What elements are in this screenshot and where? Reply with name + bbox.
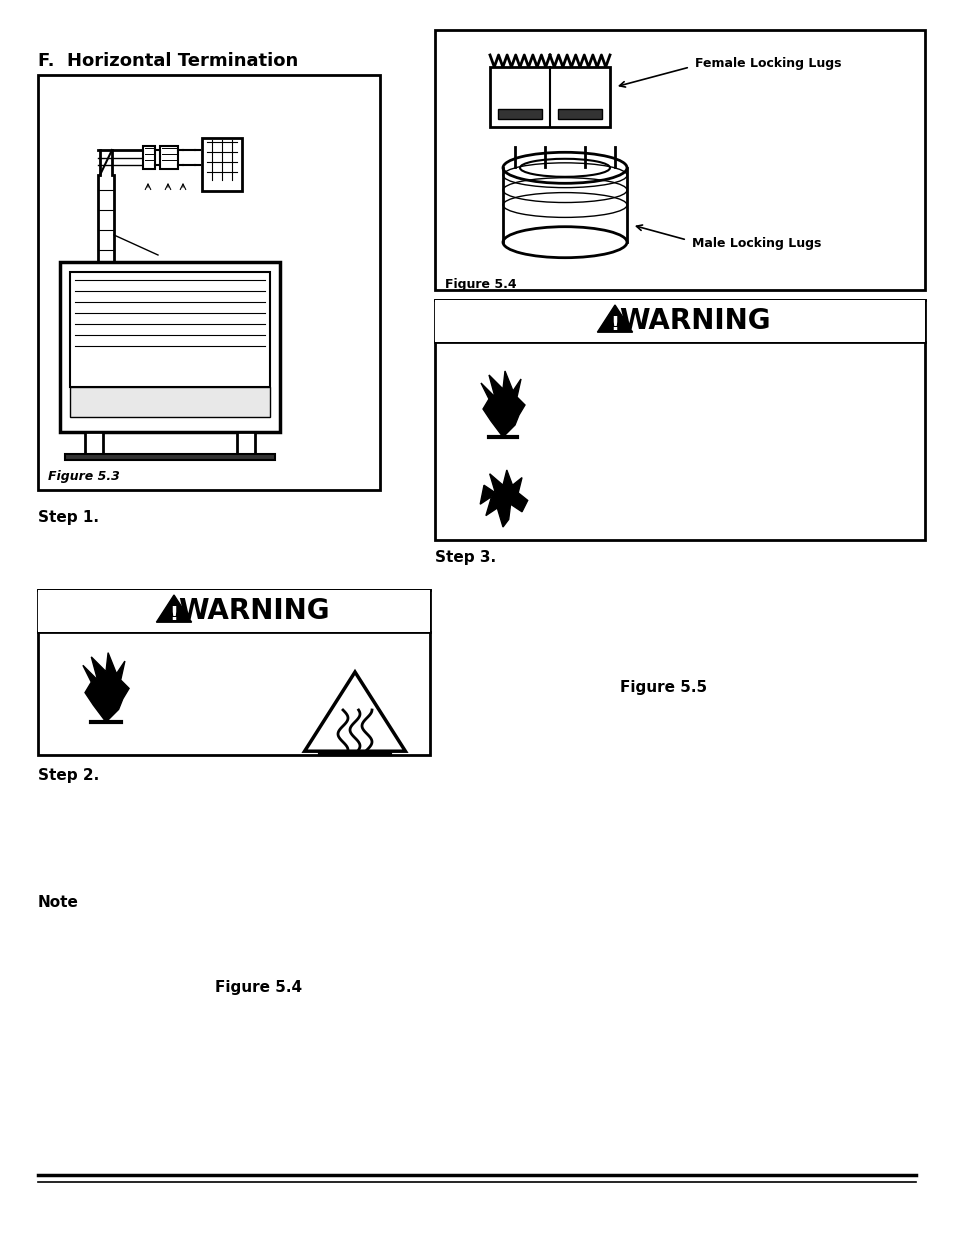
Text: Step 3.: Step 3. <box>435 550 496 564</box>
Bar <box>60 262 280 432</box>
Bar <box>435 30 924 290</box>
Text: Step 2.: Step 2. <box>38 768 99 783</box>
Text: Step 1.: Step 1. <box>38 510 99 525</box>
Text: WARNING: WARNING <box>178 597 330 625</box>
Bar <box>70 387 270 417</box>
Text: Note: Note <box>38 895 79 910</box>
Text: Male Locking Lugs: Male Locking Lugs <box>691 236 821 249</box>
Text: Figure 5.4: Figure 5.4 <box>214 981 302 995</box>
Text: Female Locking Lugs: Female Locking Lugs <box>695 58 841 70</box>
Bar <box>38 75 379 490</box>
Bar <box>435 300 924 540</box>
Text: WARNING: WARNING <box>618 308 770 335</box>
Polygon shape <box>479 471 527 527</box>
Bar <box>38 590 430 632</box>
Bar <box>202 138 242 191</box>
Text: Figure 5.4: Figure 5.4 <box>444 278 517 291</box>
Text: !: ! <box>610 315 618 333</box>
Text: Figure 5.5: Figure 5.5 <box>619 680 706 695</box>
Polygon shape <box>480 370 524 437</box>
Text: Figure 5.3: Figure 5.3 <box>48 471 120 483</box>
Bar <box>160 146 178 169</box>
Bar <box>143 146 154 169</box>
Bar <box>85 432 103 454</box>
Bar <box>497 109 541 119</box>
Polygon shape <box>597 305 632 332</box>
Polygon shape <box>156 595 192 622</box>
Bar <box>236 432 254 454</box>
Bar <box>65 454 274 459</box>
Bar <box>490 67 609 127</box>
Bar <box>70 272 270 387</box>
Polygon shape <box>83 653 129 722</box>
Bar <box>435 300 924 342</box>
Bar <box>558 109 601 119</box>
Bar <box>38 590 430 755</box>
Text: F.  Horizontal Termination: F. Horizontal Termination <box>38 52 298 70</box>
Text: !: ! <box>170 605 178 624</box>
